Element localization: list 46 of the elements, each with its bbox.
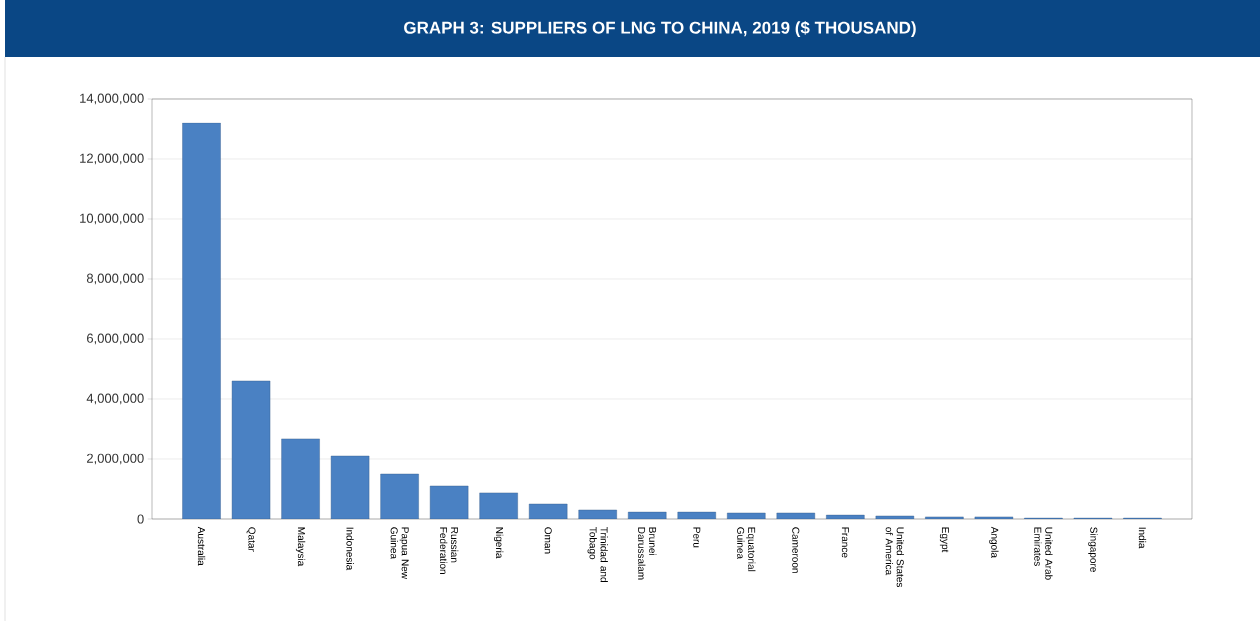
y-tick-label: 0 <box>137 514 144 524</box>
x-tick-label: Russian Federation <box>439 527 459 574</box>
x-tick-label: Qatar <box>246 527 256 552</box>
x-tick-label: Malaysia <box>295 527 306 567</box>
x-tick-label: Papua New Guinea <box>390 527 409 580</box>
bar <box>578 509 617 519</box>
bar <box>281 438 320 519</box>
x-tick-label: Trinidad and Tobago <box>587 527 608 582</box>
bar <box>380 473 419 519</box>
chart-title: GRAPH 3: SUPPLIERS OF LNG TO CHINA, 2019 ($ THOUSAND) <box>404 20 916 38</box>
bar <box>528 503 568 519</box>
x-tick-label: Singapore <box>1088 527 1098 572</box>
y-tick-label: 10,000,000 <box>80 213 144 225</box>
x-tick-label: France <box>841 527 849 558</box>
y-tick-label: 12,000,000 <box>80 153 144 165</box>
bar <box>429 485 469 519</box>
bar <box>182 122 221 519</box>
bar <box>925 516 964 519</box>
y-tick-label: 2,000,000 <box>87 453 144 465</box>
x-tick-label: Brunei Darussalam <box>638 527 657 580</box>
x-tick-label: Egypt <box>939 527 949 553</box>
y-tick-label: 6,000,000 <box>87 333 144 345</box>
bar <box>479 492 518 519</box>
x-tick-label: India <box>1138 527 1147 549</box>
x-tick-label: Peru <box>693 527 701 548</box>
bar <box>231 380 271 519</box>
bar <box>974 516 1014 519</box>
bar <box>875 515 915 519</box>
y-tick-label: 14,000,000 <box>80 93 144 105</box>
bar <box>677 511 716 519</box>
y-tick-label: 8,000,000 <box>86 273 144 285</box>
x-tick-label: Australia <box>197 526 206 566</box>
bar <box>727 512 766 519</box>
bar <box>330 455 370 519</box>
x-tick-label: Equatorial Guinea <box>737 527 756 572</box>
y-tick-label: 4,000,000 <box>86 393 144 405</box>
bar <box>628 511 667 519</box>
x-tick-label: United States of America <box>885 527 905 588</box>
x-tick-label: Nigeria <box>494 527 504 559</box>
x-tick-label: United Arab Emirates <box>1034 527 1053 580</box>
x-tick-label: Angola <box>989 526 999 558</box>
x-tick-label: Oman <box>544 527 552 554</box>
bar <box>776 512 815 519</box>
x-tick-label: Cameroon <box>792 527 800 573</box>
bar <box>826 514 865 519</box>
x-tick-label: Indonesia <box>346 527 354 571</box>
